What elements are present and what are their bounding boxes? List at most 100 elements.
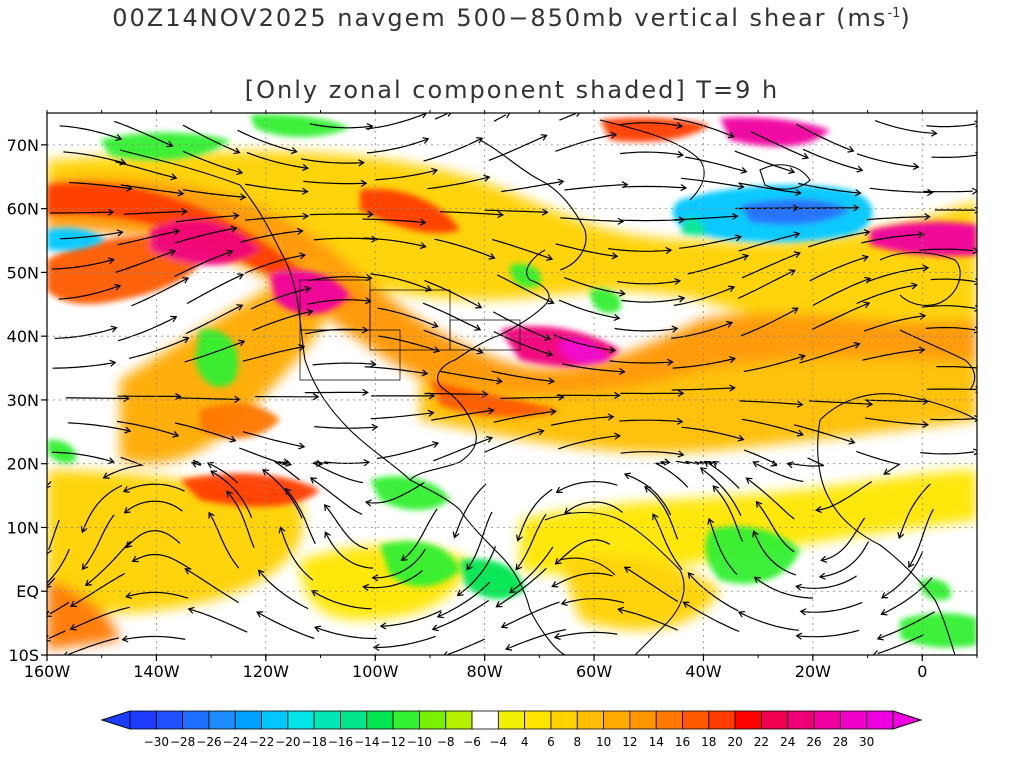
- streamline-arrow: [107, 257, 115, 265]
- streamline-arrow: [644, 485, 651, 493]
- streamline-arrow: [770, 460, 778, 467]
- streamline-arrow: [309, 477, 317, 484]
- colorbar-swatch: [287, 710, 315, 730]
- streamline: [919, 248, 974, 252]
- streamline: [308, 276, 372, 282]
- streamline-arrow: [607, 413, 615, 421]
- streamline: [808, 231, 870, 248]
- x-tick-label: 80W: [467, 662, 503, 681]
- colorbar-label: 24: [780, 735, 795, 749]
- streamline: [674, 215, 738, 221]
- streamline-arrow: [187, 606, 195, 614]
- streamline-arrow: [503, 113, 511, 119]
- streamline-arrow: [123, 506, 131, 514]
- streamline-arrow: [918, 346, 926, 354]
- streamline-arrow: [912, 162, 920, 171]
- colorbar-label: −18: [302, 735, 327, 749]
- y-tick-label: EQ: [16, 582, 39, 601]
- streamline-arrow: [847, 145, 855, 153]
- streamline: [175, 227, 237, 244]
- streamline: [496, 567, 547, 608]
- streamline: [377, 335, 440, 352]
- x-tick-label: 160W: [24, 662, 71, 681]
- streamline-arrow: [927, 188, 934, 197]
- streamline-arrow: [663, 458, 671, 466]
- colorbar-swatch: [839, 710, 868, 730]
- colorbar-label: 14: [649, 735, 664, 749]
- streamline: [856, 450, 901, 475]
- y-tick-label: 40N: [7, 327, 39, 346]
- streamline-arrow: [364, 297, 372, 305]
- streamline-arrow: [880, 592, 888, 599]
- streamline: [622, 185, 686, 189]
- streamline: [739, 400, 803, 406]
- streamline-arrow: [298, 442, 306, 450]
- title-line1-prefix: 00Z14NOV2025 navgem 500−850mb vertical s…: [112, 4, 888, 32]
- streamline-arrow: [282, 458, 290, 466]
- streamline: [245, 215, 309, 221]
- streamline: [81, 484, 123, 533]
- streamline-arrow: [69, 623, 77, 631]
- streamline-arrow: [729, 384, 736, 392]
- streamline-arrow: [47, 610, 52, 617]
- streamline: [561, 598, 625, 605]
- streamline-arrow: [883, 468, 891, 475]
- streamline-arrow: [234, 395, 241, 404]
- streamline: [746, 477, 795, 520]
- streamline: [372, 548, 426, 579]
- colorbar-swatch: [366, 710, 394, 730]
- streamline-arrow: [371, 235, 378, 243]
- streamline-arrow: [483, 174, 491, 182]
- streamline: [312, 462, 364, 484]
- streamline-arrow: [476, 137, 484, 144]
- streamline: [501, 601, 560, 628]
- streamline-arrow: [476, 347, 484, 355]
- streamline: [365, 482, 425, 504]
- streamline-arrow: [236, 273, 245, 280]
- streamline: [300, 158, 364, 164]
- streamline: [186, 273, 244, 305]
- streamline-arrow: [362, 388, 369, 397]
- streamline: [311, 590, 372, 610]
- streamline: [925, 326, 976, 331]
- streamline-arrow: [304, 285, 312, 293]
- streamline: [617, 280, 681, 285]
- streamline: [930, 418, 976, 421]
- streamline-arrow: [208, 511, 215, 519]
- streamline-arrow: [853, 341, 861, 349]
- y-tick-label: 70N: [7, 136, 39, 155]
- streamline: [707, 460, 740, 489]
- streamline: [898, 483, 931, 539]
- streamline: [621, 297, 685, 303]
- colorbar-swatch: [629, 710, 657, 730]
- coastlines: [119, 119, 977, 655]
- streamline-arrow: [84, 579, 92, 587]
- streamline-arrow: [610, 131, 618, 139]
- streamline: [125, 530, 181, 548]
- streamline: [877, 611, 935, 640]
- streamline: [687, 254, 749, 275]
- streamline-arrow: [361, 326, 369, 334]
- streamline-arrow: [367, 210, 374, 218]
- streamline-arrow: [238, 339, 246, 347]
- streamline-arrow: [433, 346, 441, 354]
- colorbar-min-triangle: [100, 710, 131, 730]
- streamline-arrow: [436, 611, 444, 619]
- streamline-arrow: [793, 251, 801, 259]
- streamline: [256, 611, 315, 640]
- streamline: [252, 310, 313, 332]
- streamline-arrow: [47, 485, 51, 488]
- streamline: [624, 566, 679, 603]
- streamline-arrow: [425, 285, 433, 292]
- streamline: [796, 123, 854, 152]
- streamline: [866, 216, 930, 221]
- streamline: [182, 150, 243, 174]
- streamline-arrow: [236, 168, 244, 175]
- streamline-arrow: [316, 459, 323, 468]
- streamline: [307, 299, 371, 305]
- streamline-arrow: [623, 566, 631, 573]
- streamline: [115, 250, 176, 273]
- colorbar-swatch: [129, 710, 157, 730]
- streamline-arrow: [546, 349, 554, 357]
- streamline-arrow: [560, 598, 568, 606]
